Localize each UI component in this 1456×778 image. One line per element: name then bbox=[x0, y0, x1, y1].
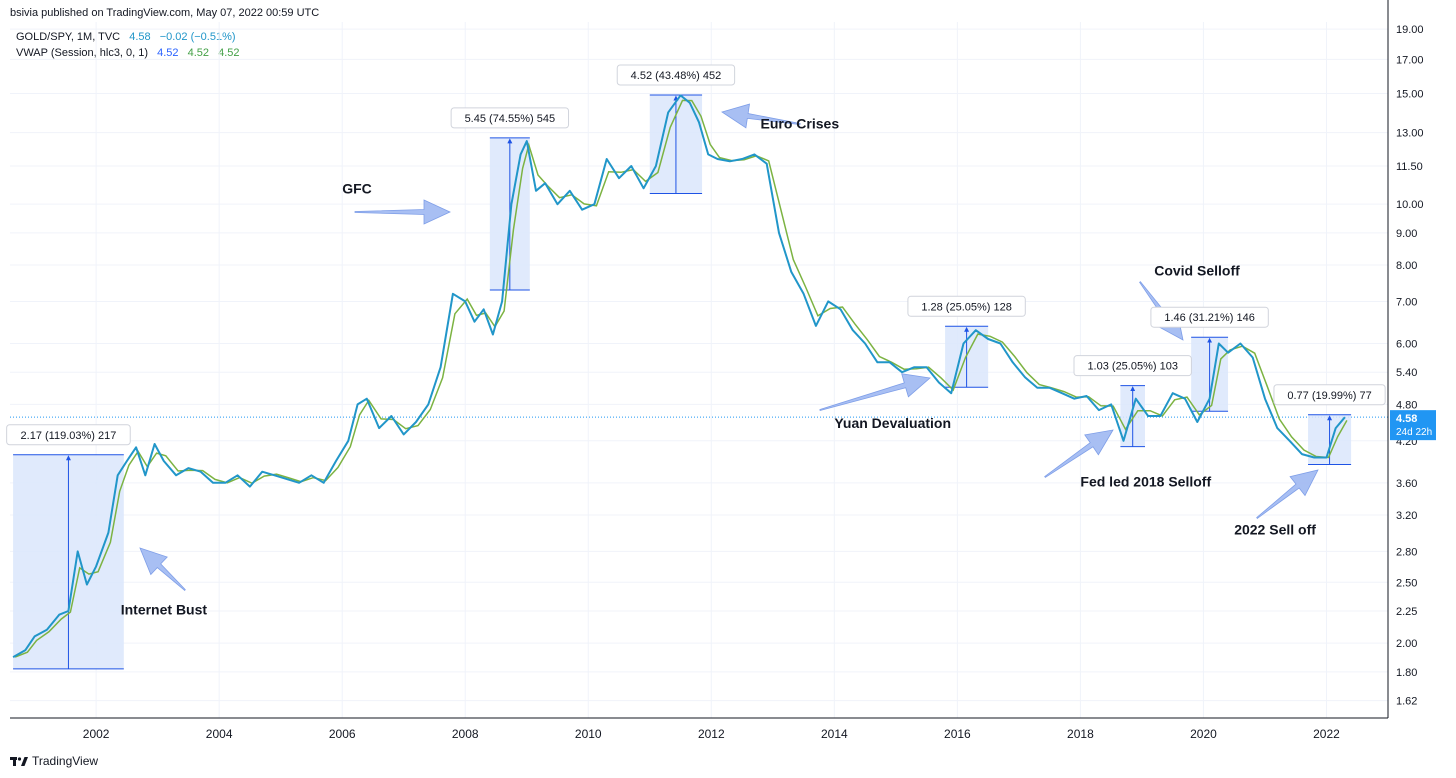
annotation-text: 2022 Sell off bbox=[1234, 521, 1316, 537]
x-tick-label: 2022 bbox=[1313, 727, 1340, 741]
x-tick-label: 2008 bbox=[452, 727, 479, 741]
annotation-arrow bbox=[819, 373, 931, 411]
x-tick-label: 2010 bbox=[575, 727, 602, 741]
x-tick-label: 2014 bbox=[821, 727, 848, 741]
measurement-label-bg bbox=[450, 107, 570, 129]
annotation-text: Fed led 2018 Selloff bbox=[1080, 474, 1211, 490]
measurement-label: 1.28 (25.05%) 128 bbox=[907, 295, 1026, 317]
measurement-label-text: 0.77 (19.99%) 77 bbox=[1287, 390, 1371, 402]
footer-brand: TradingView bbox=[32, 754, 99, 768]
annotation-text: Internet Bust bbox=[121, 602, 208, 618]
annotation-text: Euro Crises bbox=[761, 115, 840, 131]
x-tick-label: 2004 bbox=[206, 727, 233, 741]
annotation-arrows bbox=[139, 103, 1319, 591]
y-tick-label: 7.00 bbox=[1396, 296, 1417, 308]
symbol-name: GOLD/SPY, 1M, TVC bbox=[16, 31, 121, 43]
y-tick-label: 2.50 bbox=[1396, 577, 1417, 589]
y-tick-label: 1.62 bbox=[1396, 696, 1417, 708]
gold-spy-line bbox=[12, 94, 1346, 658]
measurement-label-bg bbox=[1273, 384, 1386, 406]
measurement-label-text: 1.46 (31.21%) 146 bbox=[1164, 312, 1255, 324]
annotation-arrow bbox=[1044, 429, 1114, 478]
indicator-legend[interactable]: VWAP (Session, hlc3, 0, 1) 4.52 4.52 4.5… bbox=[16, 47, 240, 59]
annotation-arrow bbox=[354, 199, 451, 225]
x-tick-label: 2020 bbox=[1190, 727, 1217, 741]
measurement-label: 5.45 (74.55%) 545 bbox=[450, 107, 570, 129]
y-tick-label: 5.40 bbox=[1396, 367, 1417, 379]
x-tick-label: 2002 bbox=[83, 727, 110, 741]
annotation-text: GFC bbox=[342, 180, 372, 196]
published-line: bsivia published on TradingView.com, May… bbox=[10, 7, 320, 19]
indicator-value-2: 4.52 bbox=[187, 47, 210, 59]
x-tick-label: 2006 bbox=[329, 727, 356, 741]
axes: 1.621.802.002.252.502.803.203.604.204.80… bbox=[10, 0, 1436, 741]
price-badge: 4.58 24d 22h bbox=[1390, 410, 1436, 441]
y-tick-label: 15.00 bbox=[1396, 89, 1424, 101]
y-tick-label: 6.00 bbox=[1396, 338, 1417, 350]
tradingview-logo-icon bbox=[10, 757, 28, 766]
y-tick-label: 8.00 bbox=[1396, 260, 1417, 272]
y-tick-label: 13.00 bbox=[1396, 128, 1424, 140]
measurement-label-bg bbox=[1150, 306, 1269, 328]
symbol-value: 4.58 bbox=[129, 31, 151, 43]
y-tick-label: 2.00 bbox=[1396, 638, 1417, 650]
y-tick-label: 11.50 bbox=[1396, 161, 1423, 173]
measurement-label-text: 1.03 (25.05%) 103 bbox=[1087, 361, 1178, 373]
measurement-boxes bbox=[13, 94, 1352, 670]
y-tick-label: 10.00 bbox=[1396, 199, 1424, 211]
y-tick-label: 2.80 bbox=[1396, 546, 1417, 558]
y-tick-label: 19.00 bbox=[1396, 24, 1424, 36]
y-tick-label: 4.80 bbox=[1396, 399, 1417, 411]
measurement-label: 1.46 (31.21%) 146 bbox=[1150, 306, 1269, 328]
y-tick-label: 3.20 bbox=[1396, 510, 1417, 522]
y-tick-label: 9.00 bbox=[1396, 228, 1417, 240]
indicator-value-1: 4.52 bbox=[157, 47, 179, 59]
y-tick-label: 3.60 bbox=[1396, 478, 1417, 490]
annotation-arrow bbox=[1256, 469, 1319, 519]
price-badge-countdown: 24d 22h bbox=[1396, 427, 1432, 438]
tradingview-footer[interactable]: TradingView bbox=[10, 754, 98, 768]
price-series bbox=[12, 94, 1348, 658]
measurement-label-bg bbox=[616, 64, 736, 86]
symbol-legend[interactable]: GOLD/SPY, 1M, TVC 4.58 −0.02 (−0.51%) bbox=[16, 31, 236, 43]
grid bbox=[10, 22, 1388, 718]
x-tick-label: 2016 bbox=[944, 727, 971, 741]
price-badge-value: 4.58 bbox=[1396, 413, 1417, 425]
vwap-line bbox=[14, 99, 1348, 658]
annotation-arrow bbox=[721, 103, 801, 129]
indicator-value-3: 4.52 bbox=[218, 47, 240, 59]
measurement-label: 4.52 (43.48%) 452 bbox=[616, 64, 736, 86]
y-tick-label: 17.00 bbox=[1396, 54, 1424, 66]
annotation-arrow bbox=[139, 547, 186, 591]
measurement-label-text: 4.52 (43.48%) 452 bbox=[631, 70, 722, 82]
measurement-label-text: 5.45 (74.55%) 545 bbox=[465, 113, 556, 125]
measurement-label-bg bbox=[6, 424, 131, 446]
indicator-name: VWAP (Session, hlc3, 0, 1) bbox=[16, 47, 149, 59]
measurement-label: 2.17 (119.03%) 217 bbox=[6, 424, 131, 446]
annotation-texts: Internet Bust GFC Euro Crises Yuan Devaluat… bbox=[121, 115, 1317, 617]
price-badge-bg bbox=[1390, 410, 1436, 441]
x-tick-label: 2018 bbox=[1067, 727, 1094, 741]
measurement-label-text: 1.28 (25.05%) 128 bbox=[921, 301, 1012, 313]
y-tick-label: 1.80 bbox=[1396, 667, 1417, 679]
measurement-label-bg bbox=[907, 295, 1026, 317]
x-tick-label: 2012 bbox=[698, 727, 725, 741]
measurement-label: 1.03 (25.05%) 103 bbox=[1073, 355, 1192, 377]
measurement-label-bg bbox=[1073, 355, 1192, 377]
y-tick-label: 2.25 bbox=[1396, 606, 1417, 618]
annotation-text: Covid Selloff bbox=[1154, 262, 1240, 278]
measurement-label-text: 2.17 (119.03%) 217 bbox=[21, 430, 117, 442]
annotation-text: Yuan Devaluation bbox=[834, 415, 951, 431]
symbol-change: −0.02 (−0.51%) bbox=[159, 31, 236, 43]
measurement-labels: 2.17 (119.03%) 217 5.45 (74.55%) 545 4.52 … bbox=[6, 64, 1386, 446]
measurement-label: 0.77 (19.99%) 77 bbox=[1273, 384, 1386, 406]
